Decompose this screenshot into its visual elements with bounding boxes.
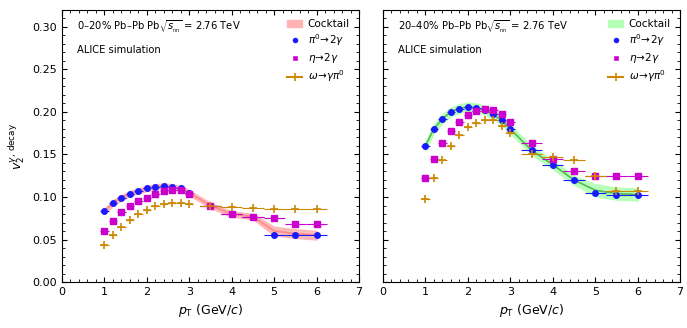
Legend: Cocktail, $\pi^0\!\rightarrow\!2\gamma$, $\eta\!\rightarrow\!2\gamma$, $\omega\!: Cocktail, $\pi^0\!\rightarrow\!2\gamma$,… <box>282 15 354 88</box>
Text: ALICE simulation: ALICE simulation <box>77 45 161 55</box>
Text: 0–20% Pb–Pb Pb$\sqrt{s_{_{\rm nn}}}$ = 2.76 TeV: 0–20% Pb–Pb Pb$\sqrt{s_{_{\rm nn}}}$ = 2… <box>77 18 240 35</box>
Y-axis label: $v_2^{\gamma,\,\rm decay}$: $v_2^{\gamma,\,\rm decay}$ <box>5 122 27 170</box>
Text: 20–40% Pb–Pb Pb$\sqrt{s_{_{\rm nn}}}$ = 2.76 TeV: 20–40% Pb–Pb Pb$\sqrt{s_{_{\rm nn}}}$ = … <box>398 18 568 35</box>
X-axis label: $p_{\rm T}$ (GeV/$c$): $p_{\rm T}$ (GeV/$c$) <box>499 302 564 319</box>
Text: ALICE simulation: ALICE simulation <box>398 45 482 55</box>
Legend: Cocktail, $\pi^0\!\rightarrow\!2\gamma$, $\eta\!\rightarrow\!2\gamma$, $\omega\!: Cocktail, $\pi^0\!\rightarrow\!2\gamma$,… <box>604 15 675 88</box>
X-axis label: $p_{\rm T}$ (GeV/$c$): $p_{\rm T}$ (GeV/$c$) <box>178 302 243 319</box>
